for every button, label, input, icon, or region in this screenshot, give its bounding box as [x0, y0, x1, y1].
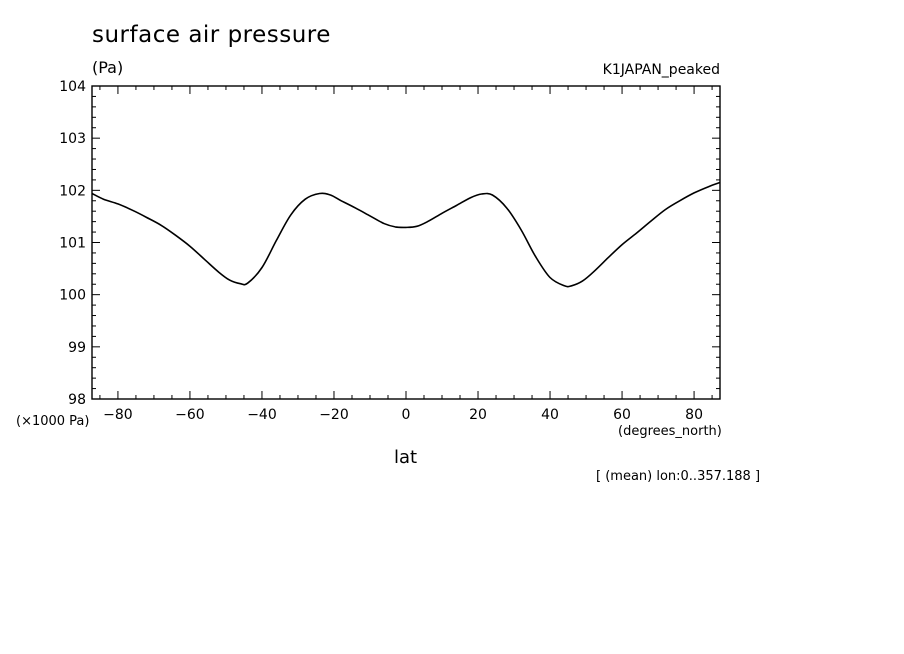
series-line [91, 181, 721, 288]
y-tick-label: 103 [59, 131, 86, 147]
y-tick-label: 99 [68, 340, 86, 356]
x-tick-label: −40 [247, 407, 277, 423]
run-label: K1JAPAN_peaked [602, 62, 720, 78]
x-tick-label: 0 [402, 407, 411, 423]
y-tick-label: 100 [59, 288, 86, 304]
x-tick-label: 20 [469, 407, 487, 423]
y-scale-note: (×1000 Pa) [16, 414, 90, 429]
y-tick-label: 102 [59, 183, 86, 199]
plot-frame [91, 85, 721, 400]
x-tick-label: 40 [541, 407, 559, 423]
unit-label: (Pa) [92, 58, 124, 77]
x-tick-label: 60 [613, 407, 631, 423]
x-tick-label: −60 [175, 407, 205, 423]
footnote: [ (mean) lon:0..357.188 ] [596, 469, 761, 484]
x-axis-unit: (degrees_north) [618, 424, 722, 439]
x-axis-label: lat [394, 447, 418, 468]
y-tick-label: 101 [59, 236, 86, 252]
x-tick-label: 80 [685, 407, 703, 423]
x-tick-label: −80 [103, 407, 133, 423]
chart-title: surface air pressure [92, 22, 331, 48]
x-tick-label: −20 [319, 407, 349, 423]
y-tick-label: 98 [68, 392, 86, 408]
y-tick-label: 104 [59, 79, 86, 95]
tick-labels: −80 −60 −40 −20 0 20 40 60 80 98 99 100 101 102 103 104 [59, 79, 703, 423]
